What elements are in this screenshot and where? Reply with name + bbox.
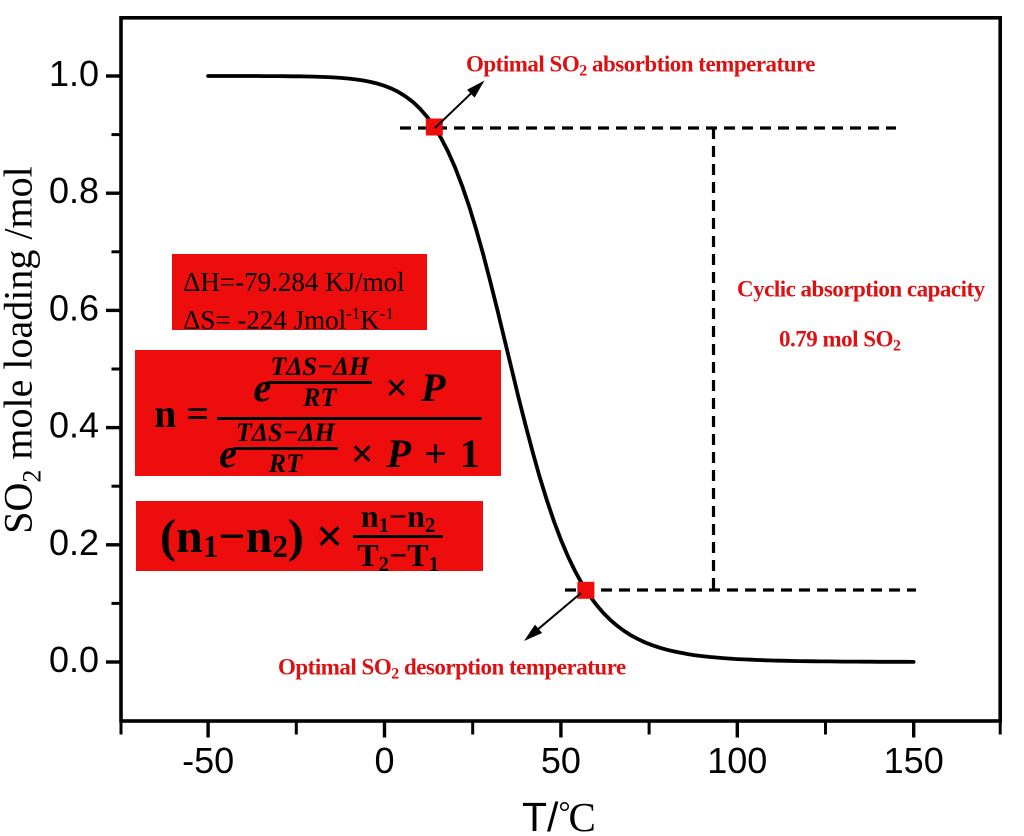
svg-text:1.0: 1.0 bbox=[49, 53, 99, 94]
svg-text:0.8: 0.8 bbox=[49, 170, 99, 211]
svg-text:Optimal SO2 absorbtion tempera: Optimal SO2 absorbtion temperature bbox=[466, 52, 815, 80]
svg-text:150: 150 bbox=[884, 740, 944, 781]
svg-text:0.79 mol SO2: 0.79 mol SO2 bbox=[779, 327, 901, 355]
svg-text:50: 50 bbox=[541, 740, 581, 781]
svg-text:SO2 mole loading /mol: SO2 mole loading /mol bbox=[0, 166, 47, 533]
svg-text:Cyclic absorption capacity: Cyclic absorption capacity bbox=[737, 277, 986, 302]
svg-text:0.2: 0.2 bbox=[49, 522, 99, 563]
svg-text:-50: -50 bbox=[182, 740, 234, 781]
svg-text:0.6: 0.6 bbox=[49, 287, 99, 328]
svg-text:T/°C: T/°C bbox=[522, 794, 596, 836]
svg-text:0: 0 bbox=[374, 740, 394, 781]
svg-text:Optimal SO2 desorption tempera: Optimal SO2 desorption temperature bbox=[278, 655, 626, 683]
svg-text:0.4: 0.4 bbox=[49, 405, 99, 446]
svg-text:0.0: 0.0 bbox=[49, 639, 99, 680]
svg-text:100: 100 bbox=[707, 740, 767, 781]
